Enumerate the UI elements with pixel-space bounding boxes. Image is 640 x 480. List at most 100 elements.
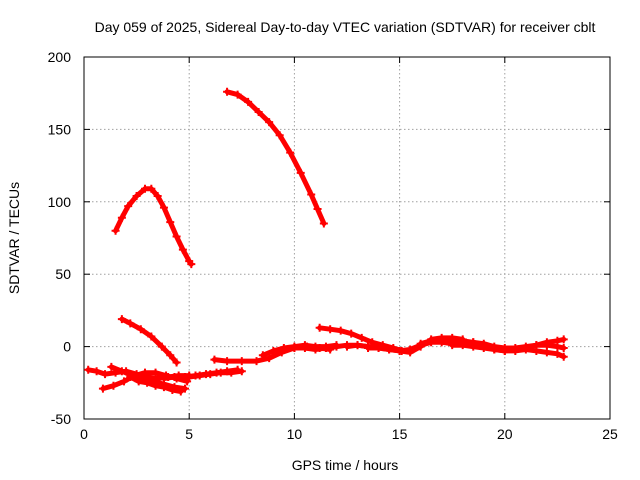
data-point xyxy=(315,323,324,332)
plot-frame xyxy=(83,56,611,420)
data-point xyxy=(427,336,436,345)
data-point xyxy=(151,381,160,390)
series-track-2 xyxy=(223,87,328,228)
data-point xyxy=(147,332,156,341)
data-point xyxy=(84,365,93,374)
series-track-line xyxy=(224,89,327,226)
data-point xyxy=(126,319,135,328)
data-point xyxy=(296,168,305,177)
data-point xyxy=(134,377,143,386)
data-point xyxy=(147,184,156,193)
data-point xyxy=(406,345,415,354)
data-point xyxy=(166,351,175,360)
data-point xyxy=(254,108,263,117)
data-point xyxy=(313,205,322,214)
y-tick-label: 150 xyxy=(48,121,72,137)
data-point xyxy=(172,232,181,241)
data-point xyxy=(395,346,404,355)
data-point xyxy=(237,367,246,376)
data-point xyxy=(185,373,194,382)
data-point xyxy=(233,90,242,99)
y-axis-label: SDTVAR / TECUs xyxy=(6,182,22,294)
data-point xyxy=(244,97,253,106)
data-point xyxy=(269,346,278,355)
data-point xyxy=(374,344,383,353)
data-point xyxy=(151,368,160,377)
data-point xyxy=(117,213,126,222)
series-track-line xyxy=(113,186,194,267)
data-point xyxy=(319,219,328,228)
data-point xyxy=(124,202,133,211)
x-axis-label: GPS time / hours xyxy=(292,457,399,473)
data-point xyxy=(311,345,320,354)
data-point xyxy=(321,344,330,353)
data-point xyxy=(347,329,356,338)
grid xyxy=(84,57,610,419)
y-tick-label: -50 xyxy=(51,411,71,427)
x-tick-label: 25 xyxy=(602,426,618,442)
data-point xyxy=(532,346,541,355)
data-point xyxy=(159,383,168,392)
data-point xyxy=(357,333,366,342)
data-point xyxy=(107,362,116,371)
data-point xyxy=(559,352,568,361)
data-point xyxy=(119,377,128,386)
data-point xyxy=(172,358,181,367)
data-point xyxy=(159,203,168,212)
data-point xyxy=(237,357,246,366)
data-point xyxy=(143,378,152,387)
data-point xyxy=(132,192,141,201)
data-point xyxy=(336,326,345,335)
data-point xyxy=(206,370,215,379)
y-tick-label: 0 xyxy=(63,339,71,355)
data-point xyxy=(117,367,126,376)
data-point xyxy=(458,341,467,350)
series-track-18 xyxy=(490,345,568,361)
data-point xyxy=(223,87,232,96)
data-point xyxy=(307,190,316,199)
data-point xyxy=(353,341,362,350)
series-track-1 xyxy=(111,184,196,269)
data-point xyxy=(279,345,288,354)
data-point xyxy=(553,336,562,345)
x-tick-label: 15 xyxy=(392,426,408,442)
y-tick-label: 200 xyxy=(48,49,72,65)
x-tick-label: 20 xyxy=(497,426,513,442)
data-point xyxy=(195,371,204,380)
data-point xyxy=(166,218,175,227)
data-point xyxy=(126,373,135,382)
data-point xyxy=(343,342,351,351)
data-point xyxy=(479,344,488,353)
data-point xyxy=(448,341,457,350)
x-tick-label: 5 xyxy=(185,426,193,442)
data-point xyxy=(180,384,189,393)
data-point xyxy=(265,354,274,363)
y-tick-label: 100 xyxy=(48,194,72,210)
data-point xyxy=(290,344,299,353)
data-point xyxy=(364,344,373,353)
data-point xyxy=(252,357,261,366)
data-point xyxy=(416,339,425,348)
series-track-7 xyxy=(126,373,185,396)
data-point xyxy=(98,384,107,393)
data-point xyxy=(559,344,568,353)
data-point xyxy=(326,325,335,334)
data-point xyxy=(385,345,394,354)
data-point xyxy=(521,345,530,354)
x-tick-label: 0 xyxy=(80,426,88,442)
data-point xyxy=(159,374,168,383)
data-point xyxy=(210,355,219,364)
series-track-9 xyxy=(185,367,246,382)
data-point xyxy=(141,368,150,377)
data-point xyxy=(490,345,499,354)
data-point xyxy=(170,373,179,382)
data-point xyxy=(332,342,341,351)
data-point xyxy=(117,315,126,324)
data-point xyxy=(300,344,309,353)
data-series xyxy=(84,87,568,396)
data-point xyxy=(168,386,177,395)
data-point xyxy=(176,387,185,396)
data-point xyxy=(101,370,110,379)
data-point xyxy=(500,346,509,355)
data-point xyxy=(111,226,120,235)
